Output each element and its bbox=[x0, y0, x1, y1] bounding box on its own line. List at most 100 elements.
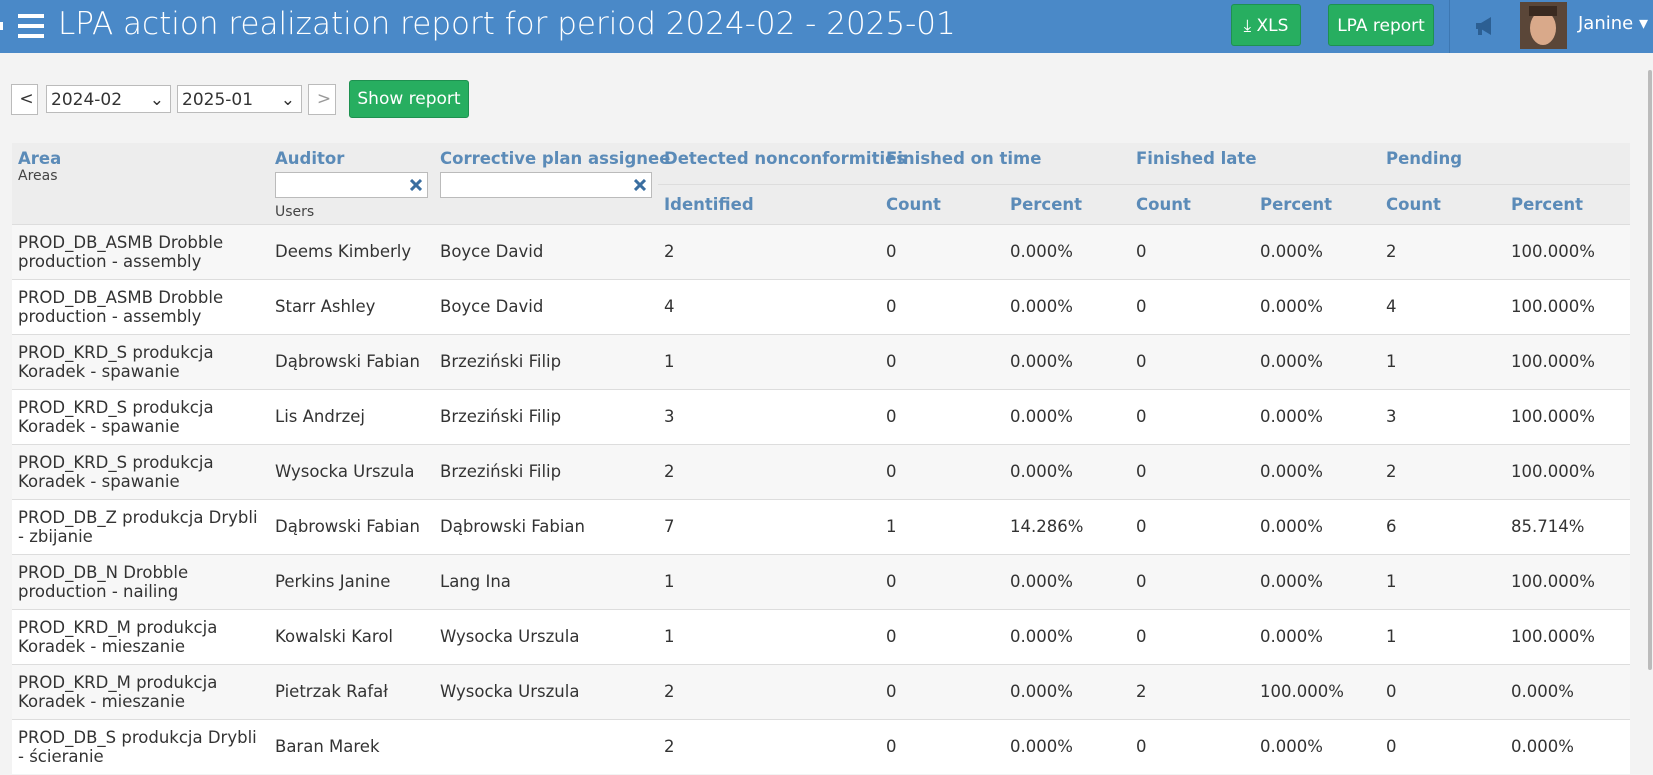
avatar[interactable] bbox=[1520, 2, 1567, 49]
table-row: PROD_KRD_S produkcja Koradek - spawanie L… bbox=[12, 388, 1631, 444]
identified-cell: 1 bbox=[658, 553, 880, 609]
area-cell: PROD_KRD_S produkcja Koradek - spawanie bbox=[12, 388, 269, 444]
identified-cell: 2 bbox=[658, 443, 880, 499]
lpa-report-button[interactable]: LPA report bbox=[1328, 4, 1434, 46]
subheader: Percent bbox=[1004, 183, 1130, 224]
table-row: PROD_DB_S produkcja Drybli - ścieranie Ba… bbox=[12, 718, 1631, 774]
assignee-cell: Brzeziński Filip bbox=[434, 388, 658, 444]
pending-count-cell: 2 bbox=[1380, 443, 1506, 499]
to-select[interactable]: 2025-01 ⌄ bbox=[177, 85, 302, 113]
pending-percent-cell: 100.000% bbox=[1505, 333, 1631, 389]
late-count-cell: 0 bbox=[1130, 278, 1254, 334]
table-row: PROD_DB_ASMB Drobble production - assemb… bbox=[12, 223, 1631, 279]
pending-count-cell: 1 bbox=[1380, 553, 1506, 609]
assignee-cell: Lang Ina bbox=[434, 553, 658, 609]
table-row: PROD_KRD_M produkcja Koradek - mieszanie… bbox=[12, 663, 1631, 719]
on-time-count-cell: 0 bbox=[880, 663, 1004, 719]
assignee-cell: Brzeziński Filip bbox=[434, 443, 658, 499]
page-title: LPA action realization report for period… bbox=[58, 6, 956, 42]
pending-count-cell: 1 bbox=[1380, 608, 1506, 664]
assignee-filter[interactable] bbox=[440, 172, 652, 198]
area-cell: PROD_KRD_M produkcja Koradek - mieszanie bbox=[12, 663, 269, 719]
late-percent-cell: 0.000% bbox=[1254, 498, 1381, 554]
late-count-cell: 0 bbox=[1130, 223, 1254, 279]
assignee-header[interactable]: Corrective plan assignee bbox=[434, 143, 670, 224]
clear-icon[interactable] bbox=[410, 179, 422, 191]
late-count-cell: 0 bbox=[1130, 608, 1254, 664]
prev-button[interactable]: < bbox=[11, 84, 38, 115]
late-percent-cell: 0.000% bbox=[1254, 608, 1381, 664]
xls-label: XLS bbox=[1256, 16, 1289, 36]
auditor-header[interactable]: Auditor Users bbox=[269, 143, 434, 224]
on-time-count-cell: 0 bbox=[880, 278, 1004, 334]
pending-count-cell: 6 bbox=[1380, 498, 1506, 554]
area-cell: PROD_DB_Z produkcja Drybli - zbijanie bbox=[12, 498, 269, 554]
auditor-cell: Wysocka Urszula bbox=[269, 443, 434, 499]
area-cell: PROD_DB_N Drobble production - nailing bbox=[12, 553, 269, 609]
subheader: Percent bbox=[1505, 183, 1631, 224]
table-row: PROD_KRD_S produkcja Koradek - spawanie W… bbox=[12, 443, 1631, 499]
identified-cell: 2 bbox=[658, 718, 880, 774]
user-menu[interactable]: Janine ▾ bbox=[1578, 13, 1648, 34]
on-time-percent-cell: 0.000% bbox=[1004, 608, 1130, 664]
on-time-count-cell: 0 bbox=[880, 388, 1004, 444]
late-percent-cell: 0.000% bbox=[1254, 333, 1381, 389]
area-cell: PROD_KRD_S produkcja Koradek - spawanie bbox=[12, 333, 269, 389]
report-table: Area Areas Auditor Users Corrective plan a… bbox=[12, 143, 1631, 774]
pending-percent-cell: 100.000% bbox=[1505, 388, 1631, 444]
identified-cell: 3 bbox=[658, 388, 880, 444]
area-cell: PROD_KRD_M produkcja Koradek - mieszanie bbox=[12, 608, 269, 664]
auditor-filter[interactable] bbox=[275, 172, 428, 198]
show-report-button[interactable]: Show report bbox=[349, 80, 469, 118]
on-time-count-cell: 0 bbox=[880, 718, 1004, 774]
identified-cell: 7 bbox=[658, 498, 880, 554]
identified-cell: 1 bbox=[658, 608, 880, 664]
assignee-cell: Dąbrowski Fabian bbox=[434, 498, 658, 554]
menu-icon[interactable] bbox=[0, 12, 46, 40]
pending-count-cell: 4 bbox=[1380, 278, 1506, 334]
auditor-cell: Pietrzak Rafał bbox=[269, 663, 434, 719]
on-time-count-cell: 0 bbox=[880, 223, 1004, 279]
clear-icon[interactable] bbox=[634, 179, 646, 191]
late-count-cell: 2 bbox=[1130, 663, 1254, 719]
auditor-filter-label: Users bbox=[275, 204, 315, 220]
next-button[interactable]: > bbox=[308, 84, 336, 115]
identified-cell: 1 bbox=[658, 333, 880, 389]
on-time-percent-cell: 14.286% bbox=[1004, 498, 1130, 554]
pending-count-cell: 3 bbox=[1380, 388, 1506, 444]
assignee-cell: Boyce David bbox=[434, 278, 658, 334]
pending-count-cell: 2 bbox=[1380, 223, 1506, 279]
late-percent-cell: 0.000% bbox=[1254, 718, 1381, 774]
pending-header: Pending bbox=[1380, 143, 1631, 184]
announcements-icon[interactable] bbox=[1473, 14, 1499, 38]
on-time-percent-cell: 0.000% bbox=[1004, 553, 1130, 609]
late-count-cell: 0 bbox=[1130, 718, 1254, 774]
pending-percent-cell: 85.714% bbox=[1505, 498, 1631, 554]
late-percent-cell: 0.000% bbox=[1254, 223, 1381, 279]
on-time-percent-cell: 0.000% bbox=[1004, 223, 1130, 279]
late-percent-cell: 0.000% bbox=[1254, 388, 1381, 444]
pending-percent-cell: 100.000% bbox=[1505, 443, 1631, 499]
from-select[interactable]: 2024-02 ⌄ bbox=[46, 85, 171, 113]
auditor-cell: Perkins Janine bbox=[269, 553, 434, 609]
auditor-cell: Baran Marek bbox=[269, 718, 434, 774]
pending-count-cell: 0 bbox=[1380, 663, 1506, 719]
auditor-cell: Deems Kimberly bbox=[269, 223, 434, 279]
late-count-cell: 0 bbox=[1130, 498, 1254, 554]
xls-button[interactable]: ⤓ XLS bbox=[1231, 4, 1301, 46]
late-percent-cell: 0.000% bbox=[1254, 278, 1381, 334]
assignee-cell: Wysocka Urszula bbox=[434, 663, 658, 719]
on-time-count-cell: 0 bbox=[880, 333, 1004, 389]
table-row: PROD_DB_Z produkcja Drybli - zbijanie Dąb… bbox=[12, 498, 1631, 554]
area-cell: PROD_DB_ASMB Drobble production - assemb… bbox=[12, 223, 269, 279]
on-time-count-cell: 1 bbox=[880, 498, 1004, 554]
area-header[interactable]: Area Areas bbox=[12, 143, 269, 224]
on-time-percent-cell: 0.000% bbox=[1004, 388, 1130, 444]
table-row: PROD_DB_ASMB Drobble production - assemb… bbox=[12, 278, 1631, 334]
subheader: Count bbox=[1380, 183, 1506, 224]
to-value: 2025-01 bbox=[182, 90, 254, 110]
pending-percent-cell: 0.000% bbox=[1505, 663, 1631, 719]
area-cell: PROD_DB_S produkcja Drybli - ścieranie bbox=[12, 718, 269, 774]
